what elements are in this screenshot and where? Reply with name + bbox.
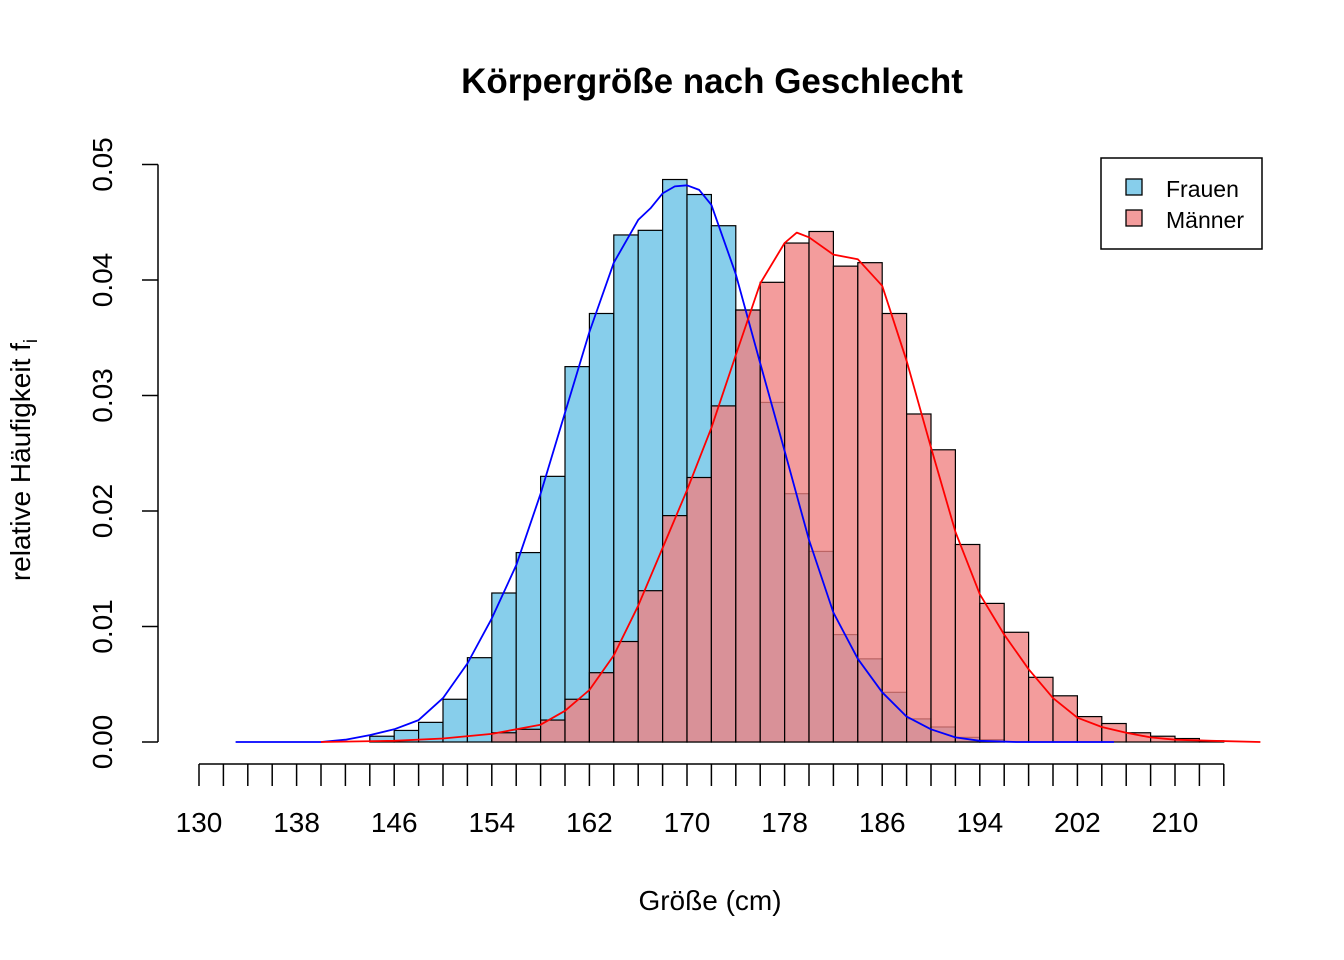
bar-maenner-196 [1003, 631, 1030, 743]
bar-maenner-174 [735, 309, 761, 743]
bar-frauen-152 [466, 657, 493, 743]
bar-maenner-160 [564, 698, 590, 743]
bar-maenner-164 [613, 640, 639, 743]
bar-maenner-180 [808, 230, 834, 743]
x-tick-label-186: 186 [859, 807, 906, 838]
bar-maenner-200 [1052, 695, 1078, 743]
bar-maenner-156 [515, 728, 542, 743]
y-tick-label-1: 0.01 [87, 599, 118, 654]
y-axis-label-main: relative Häufigkeit f [5, 343, 36, 581]
bar-frauen-150 [442, 698, 468, 743]
bar-maenner-154 [491, 732, 517, 743]
y-tick-label-2: 0.02 [87, 484, 118, 539]
bar-maenner-190 [930, 449, 956, 743]
y-tick-label-4: 0.04 [87, 253, 118, 308]
x-tick-label-170: 170 [664, 807, 711, 838]
x-tick-label-194: 194 [956, 807, 1003, 838]
bar-frauen-154 [491, 592, 517, 743]
y-axis-label: relative Häufigkeit fi [5, 339, 42, 581]
bar-maenner-184 [857, 262, 883, 743]
bar-maenner-198 [1027, 676, 1054, 743]
density-lines [235, 184, 1261, 743]
legend-box [1100, 157, 1263, 250]
x-tick-label-210: 210 [1152, 807, 1199, 838]
legend-swatch-maenner [1125, 209, 1143, 227]
density-line-frauen [235, 184, 1114, 743]
x-axis: 130 138 146 154 162 170 178 186 194 202 210 [176, 763, 1225, 838]
x-tick-label-202: 202 [1054, 807, 1101, 838]
legend-swatch-frauen [1125, 178, 1143, 196]
y-axis: 0.00 0.01 0.02 0.03 0.04 0.05 [87, 137, 159, 770]
bar-maenner-188 [905, 413, 932, 743]
legend-label-frauen: Frauen [1166, 176, 1239, 202]
bar-frauen-160 [564, 366, 590, 743]
bar-maenner-162 [588, 672, 615, 743]
density-line-maenner [320, 231, 1261, 743]
x-tick-label-178: 178 [761, 807, 808, 838]
bar-maenner-166 [637, 590, 664, 743]
legend-label-maenner: Männer [1166, 207, 1244, 233]
bar-maenner-170 [686, 476, 712, 743]
bar-maenner-168 [661, 515, 688, 743]
bar-frauen-156 [515, 551, 542, 743]
x-axis-label: Größe (cm) [638, 885, 781, 916]
chart-title: Körpergröße nach Geschlecht [461, 62, 963, 101]
y-tick-label-5: 0.05 [87, 137, 118, 192]
x-tick-label-162: 162 [566, 807, 613, 838]
y-tick-label-0: 0.00 [87, 715, 118, 770]
y-tick-label-3: 0.03 [87, 368, 118, 423]
x-tick-label-146: 146 [371, 807, 418, 838]
bar-maenner-192 [954, 543, 981, 743]
bar-maenner-194 [979, 602, 1005, 743]
y-axis-label-subscript: i [21, 339, 42, 343]
bar-frauen-158 [539, 475, 566, 743]
bar-maenner-172 [710, 405, 737, 743]
bar-maenner-182 [832, 265, 859, 743]
bar-maenner-202 [1076, 715, 1103, 743]
x-tick-label-130: 130 [176, 807, 223, 838]
x-tick-label-138: 138 [273, 807, 320, 838]
bar-maenner-186 [881, 312, 908, 743]
legend: Frauen Männer [1100, 157, 1263, 250]
bar-maenner-176 [759, 281, 786, 743]
x-tick-label-154: 154 [468, 807, 515, 838]
bars-maenner [491, 230, 1225, 743]
